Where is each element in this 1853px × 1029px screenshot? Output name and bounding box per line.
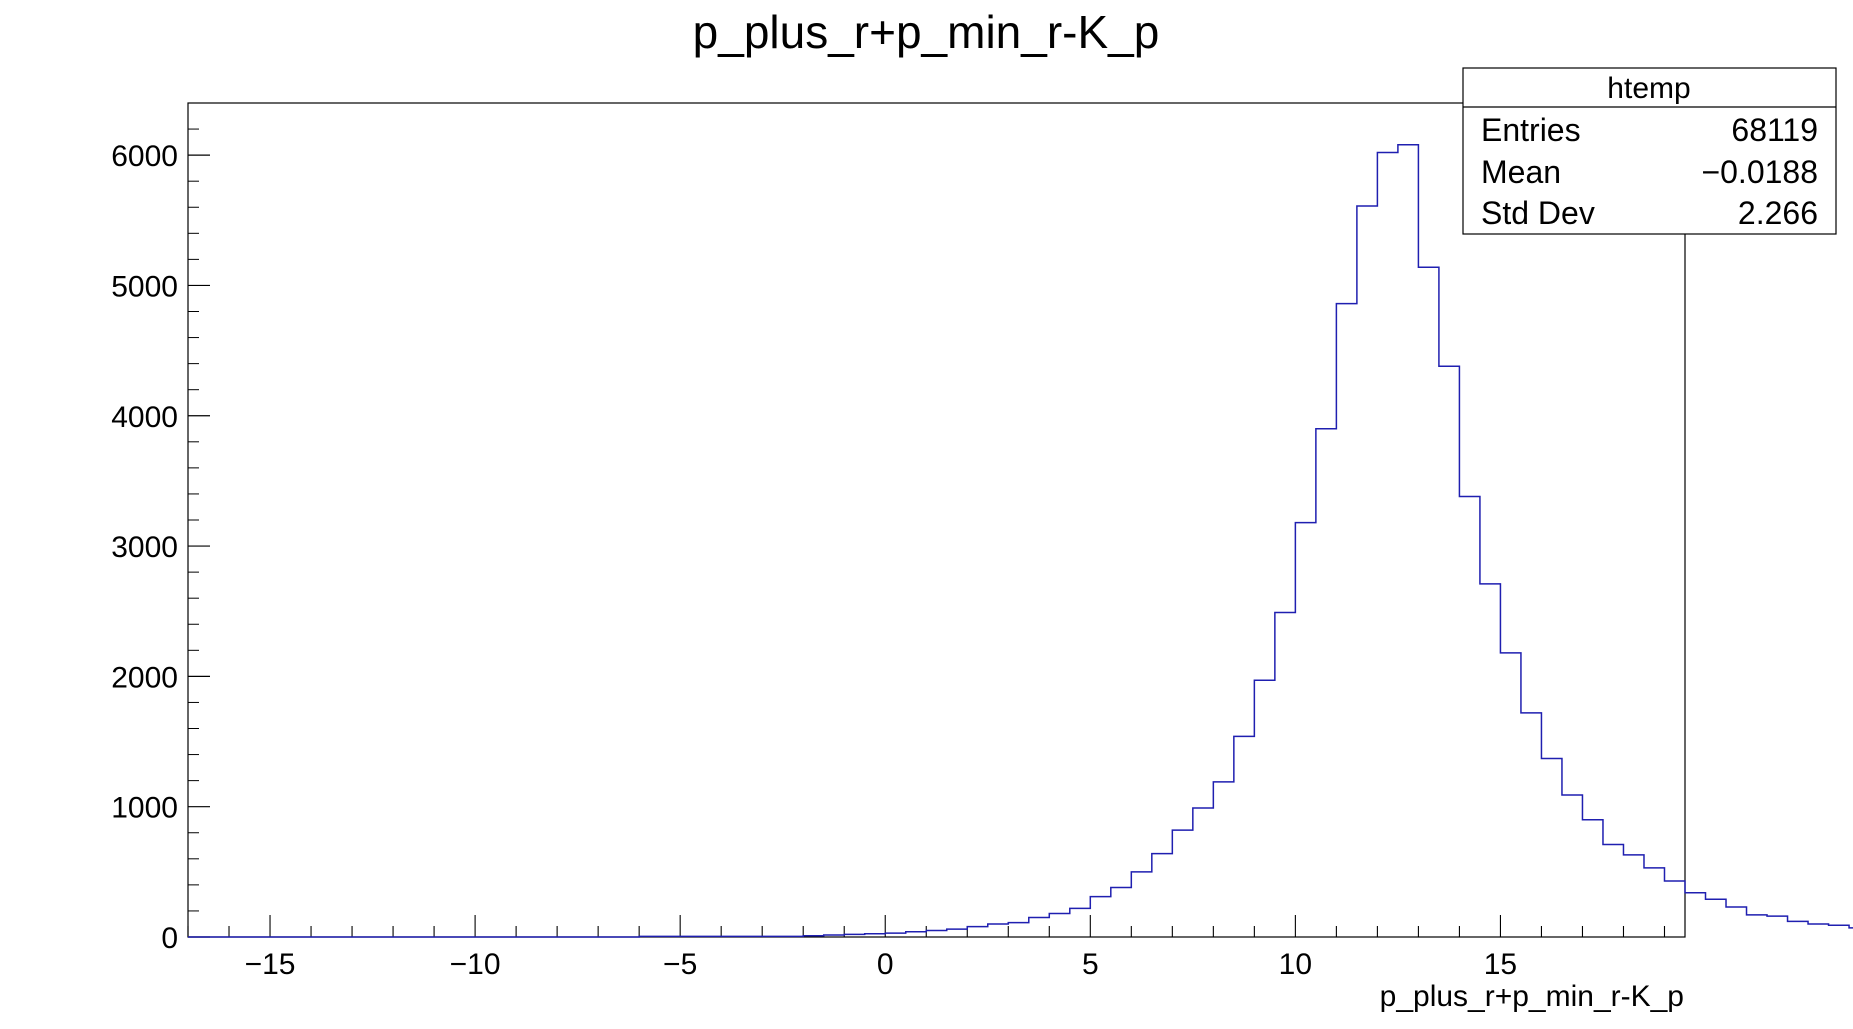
histogram-series-line bbox=[188, 143, 1853, 938]
stats-mean-value: −0.0188 bbox=[1701, 154, 1818, 190]
stats-box-title: htemp bbox=[1607, 72, 1690, 105]
stats-box: htemp Entries 68119 Mean −0.0188 Std Dev… bbox=[1462, 67, 1837, 235]
y-tick-label: 6000 bbox=[111, 140, 178, 173]
x-tick-label: 10 bbox=[1279, 948, 1312, 981]
y-tick-label: 2000 bbox=[111, 661, 178, 694]
x-axis-title: p_plus_r+p_min_r-K_p bbox=[1380, 980, 1684, 1013]
stats-box-frame bbox=[1462, 67, 1837, 235]
stats-stddev-value: 2.266 bbox=[1738, 195, 1818, 231]
y-tick-label: 4000 bbox=[111, 401, 178, 434]
x-tick-label: −5 bbox=[663, 948, 697, 981]
stats-entries-label: Entries bbox=[1481, 112, 1581, 148]
plot-frame bbox=[187, 102, 1686, 938]
x-axis: −15 −10 −5 0 5 10 15 bbox=[187, 915, 1666, 981]
x-tick-label: 0 bbox=[877, 948, 894, 981]
stats-mean-label: Mean bbox=[1481, 154, 1561, 190]
stats-stddev-label: Std Dev bbox=[1481, 195, 1595, 231]
x-tick-label: −10 bbox=[450, 948, 501, 981]
y-tick-label: 5000 bbox=[111, 270, 178, 303]
chart-title: p_plus_r+p_min_r-K_p bbox=[693, 6, 1160, 58]
y-tick-label: 0 bbox=[161, 922, 178, 955]
y-axis: 0 1000 2000 3000 4000 5000 6000 bbox=[111, 102, 210, 955]
x-tick-label: −15 bbox=[245, 948, 296, 981]
y-tick-label: 1000 bbox=[111, 792, 178, 825]
x-tick-label: 5 bbox=[1082, 948, 1099, 981]
x-tick-label: 15 bbox=[1484, 948, 1517, 981]
stats-entries-value: 68119 bbox=[1731, 112, 1818, 148]
y-tick-label: 3000 bbox=[111, 531, 178, 564]
